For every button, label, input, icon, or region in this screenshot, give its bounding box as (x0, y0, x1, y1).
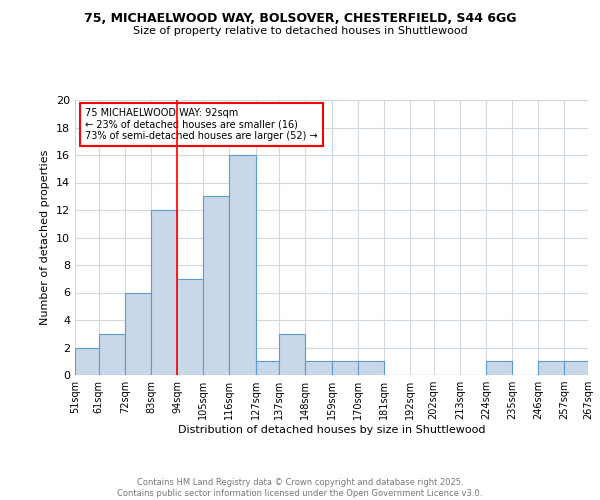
Bar (305, 361, 331, 375)
Text: Size of property relative to detached houses in Shuttlewood: Size of property relative to detached ho… (133, 26, 467, 36)
Bar (486, 361, 512, 375)
Bar (125, 292, 151, 375)
Bar (279, 334, 305, 375)
Bar (358, 361, 384, 375)
Bar (177, 279, 203, 375)
Text: 75, MICHAELWOOD WAY, BOLSOVER, CHESTERFIELD, S44 6GG: 75, MICHAELWOOD WAY, BOLSOVER, CHESTERFI… (84, 12, 516, 26)
Bar (203, 196, 229, 375)
Bar (538, 361, 564, 375)
Bar (229, 155, 256, 375)
Bar (564, 361, 588, 375)
Y-axis label: Number of detached properties: Number of detached properties (40, 150, 50, 325)
Text: Contains HM Land Registry data © Crown copyright and database right 2025.
Contai: Contains HM Land Registry data © Crown c… (118, 478, 482, 498)
Bar (75, 348, 99, 375)
X-axis label: Distribution of detached houses by size in Shuttlewood: Distribution of detached houses by size … (178, 425, 485, 435)
Text: 75 MICHAELWOOD WAY: 92sqm
← 23% of detached houses are smaller (16)
73% of semi-: 75 MICHAELWOOD WAY: 92sqm ← 23% of detac… (85, 108, 318, 142)
Bar (99, 334, 125, 375)
Bar (331, 361, 358, 375)
Bar (256, 361, 279, 375)
Bar (151, 210, 177, 375)
